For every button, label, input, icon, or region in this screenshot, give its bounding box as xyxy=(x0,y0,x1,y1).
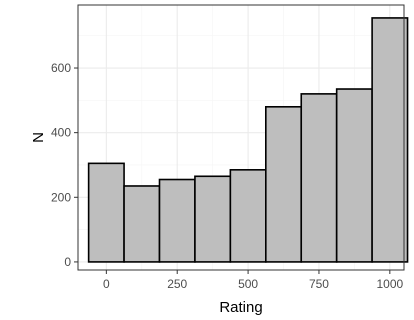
histogram-bars xyxy=(87,17,409,263)
x-tick-label: 250 xyxy=(167,277,187,291)
histogram-bar xyxy=(87,162,125,263)
y-axis-title: N xyxy=(30,132,47,143)
x-tick-label: 750 xyxy=(309,277,329,291)
y-tick-label: 200 xyxy=(51,190,71,204)
y-tick-label: 0 xyxy=(64,255,71,269)
x-tick-label: 0 xyxy=(103,277,110,291)
x-tick-label: 500 xyxy=(238,277,258,291)
plot-panel-border xyxy=(77,4,405,271)
histogram-bar xyxy=(300,93,338,263)
histogram-bar xyxy=(371,17,409,263)
histogram-bar xyxy=(335,88,373,263)
x-tick-label: 1000 xyxy=(376,277,403,291)
histogram-bar xyxy=(229,169,267,263)
y-tick-label: 600 xyxy=(51,61,71,75)
histogram-bar xyxy=(123,185,161,263)
histogram-bar xyxy=(158,178,196,263)
histogram-bar xyxy=(265,105,303,263)
histogram-bar xyxy=(194,175,232,263)
y-axis-ticks: 0 200 400 600 xyxy=(51,61,78,269)
x-axis-ticks: 0 250 500 750 1000 xyxy=(103,270,403,291)
y-tick-label: 400 xyxy=(51,126,71,140)
x-axis-title: Rating xyxy=(219,299,262,316)
